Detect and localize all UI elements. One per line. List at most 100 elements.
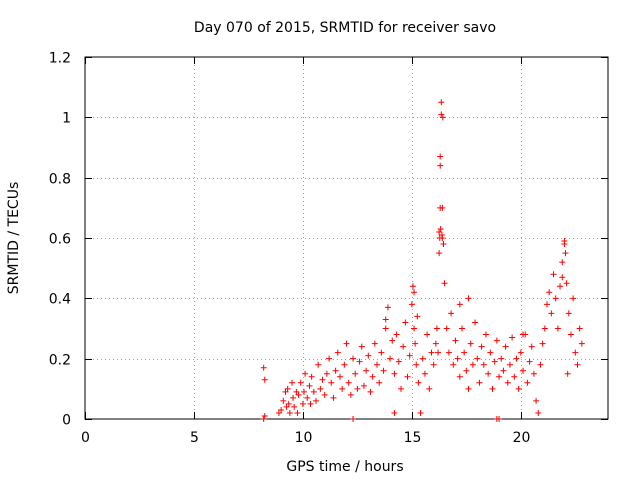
data-point (391, 409, 398, 416)
data-point (319, 376, 326, 383)
data-point (438, 99, 445, 106)
data-point (389, 337, 396, 344)
data-point (395, 358, 402, 365)
x-tick-label: 0 (81, 430, 90, 446)
data-point (334, 349, 341, 356)
data-point (511, 373, 518, 380)
data-point (564, 370, 571, 377)
x-tick-label: 15 (404, 430, 422, 446)
data-point (354, 385, 361, 392)
data-point (402, 319, 409, 326)
data-point (465, 385, 472, 392)
data-point (304, 394, 311, 401)
data-point (365, 352, 372, 359)
x-tick-label: 20 (513, 430, 531, 446)
data-point (408, 301, 415, 308)
data-point (441, 280, 448, 287)
data-point (301, 388, 308, 395)
data-point (439, 114, 446, 121)
data-point (496, 373, 503, 380)
data-point (480, 361, 487, 368)
data-point (482, 331, 489, 338)
data-point (515, 385, 522, 392)
data-point (438, 231, 445, 238)
data-point (369, 373, 376, 380)
data-point (426, 385, 433, 392)
chart-title: Day 070 of 2015, SRMTID for receiver sav… (194, 20, 496, 36)
data-point (328, 379, 335, 386)
data-point (339, 385, 346, 392)
data-point (312, 397, 319, 404)
data-point (478, 343, 485, 350)
data-point (297, 379, 304, 386)
y-tick-label: 0.2 (49, 353, 71, 369)
data-point (347, 391, 354, 398)
data-point (411, 289, 418, 296)
data-point (520, 367, 527, 374)
data-point (400, 343, 407, 350)
grid-lines (85, 57, 608, 419)
data-point (326, 355, 333, 362)
data-point (570, 295, 577, 302)
data-point (546, 289, 553, 296)
data-point (261, 376, 268, 383)
data-point (358, 343, 365, 350)
data-point (380, 367, 387, 374)
data-point (393, 331, 400, 338)
data-point (350, 416, 357, 422)
data-point (330, 394, 337, 401)
data-point (406, 352, 413, 359)
data-point (445, 349, 452, 356)
data-point (411, 325, 418, 332)
data-point (284, 385, 291, 392)
data-point (413, 361, 420, 368)
data-point (307, 400, 314, 407)
data-point (378, 349, 385, 356)
data-point (343, 340, 350, 347)
data-point (456, 373, 463, 380)
y-tick-label: 1.2 (49, 51, 71, 67)
data-point (554, 325, 561, 332)
data-point (467, 340, 474, 347)
y-tick-label: 0 (62, 413, 71, 429)
data-point (295, 391, 302, 398)
data-point (293, 388, 300, 395)
data-point (513, 355, 520, 362)
data-point (436, 235, 443, 241)
data-point (502, 343, 509, 350)
data-point (559, 259, 566, 266)
data-point (489, 385, 496, 392)
data-point (260, 364, 267, 371)
data-point (541, 325, 548, 332)
data-point (493, 337, 500, 344)
data-point (308, 373, 315, 380)
data-point (299, 400, 306, 407)
data-point (454, 355, 461, 362)
data-point (289, 379, 296, 386)
data-point (356, 358, 363, 365)
data-point (376, 379, 383, 386)
data-point (387, 355, 394, 362)
data-point (526, 358, 533, 365)
data-point (336, 373, 343, 380)
data-point (557, 283, 564, 290)
data-point (286, 409, 293, 416)
y-tick-label: 1 (62, 111, 71, 127)
data-point (567, 331, 574, 338)
data-point (391, 370, 398, 377)
data-point (415, 379, 422, 386)
data-point (438, 111, 445, 118)
data-point (315, 361, 322, 368)
data-point (412, 340, 419, 347)
data-point (371, 340, 378, 347)
data-point (261, 412, 268, 419)
data-point (345, 379, 352, 386)
data-point (461, 349, 468, 356)
data-point (367, 388, 374, 395)
data-point (474, 355, 481, 362)
data-point (528, 343, 535, 350)
x-tick-label: 10 (295, 430, 313, 446)
data-point (491, 358, 498, 365)
data-point (428, 349, 435, 356)
